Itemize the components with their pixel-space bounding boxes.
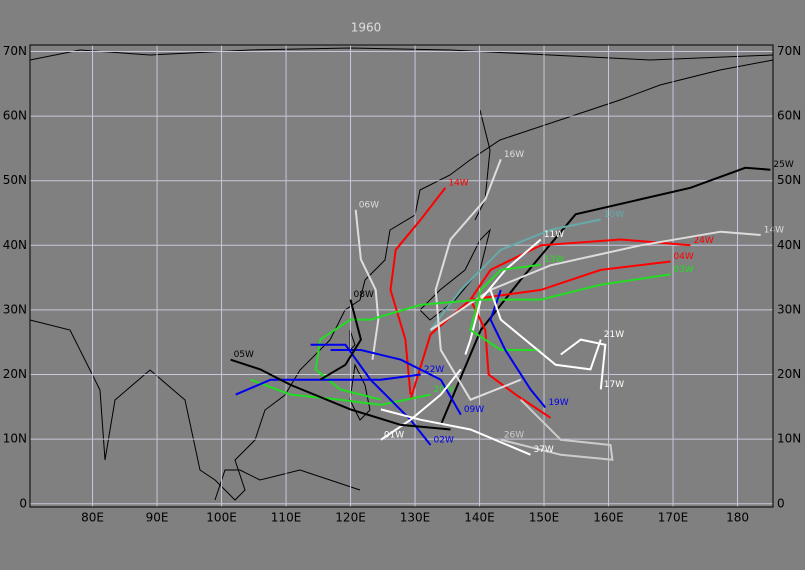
lat-label: 0 [777,496,785,510]
lat-label: 70N [777,44,801,58]
storm-label: 05W [234,350,254,360]
storm-label: 21W [604,330,624,340]
storm-track [250,378,431,406]
lat-label: 0 [19,496,27,510]
storm-label: 17W [604,380,624,390]
storm-track [500,398,614,461]
storm-track [354,209,380,360]
storm-label: 19W [548,398,568,408]
storm-label: 16W [504,150,524,160]
lat-label: 40N [777,238,801,252]
storm-track [489,289,602,371]
map-frame [29,44,774,508]
island [349,329,356,352]
storm-label: 03W [673,265,693,275]
storm-track [380,408,531,456]
storm-label: 01W [384,430,404,440]
storm-label: 14W [764,225,784,235]
storm-track [489,289,547,409]
storm-label: 08W [354,290,374,300]
storm-track [429,230,761,331]
storm-track [439,166,771,426]
storm-label: 04W [673,252,693,262]
lat-label: 30N [3,302,27,316]
storm-track [330,349,462,416]
storm-label: 22W [424,365,444,375]
storm-track [380,368,462,441]
lat-label: 60N [777,109,801,123]
storm-label: 09W [464,405,484,415]
lon-label: 130E [400,511,431,525]
lon-label: 160E [593,511,624,525]
lat-label: 20N [3,367,27,381]
storm-label: 25W [773,160,793,170]
lat-label: 60N [3,109,27,123]
storm-track [319,299,362,381]
lon-label: 180 [726,511,749,525]
storm-track [429,218,602,331]
lat-label: 10N [777,432,801,446]
storm-label: 26W [504,430,524,440]
storm-label: 06W [359,200,379,210]
storm-label: 10W [604,210,624,220]
lon-label: 90E [146,511,169,525]
storm-label: 11W [544,230,564,240]
storm-track [314,273,671,401]
storm-label: 02W [434,435,454,445]
lon-label: 150E [529,511,560,525]
coast-path [214,469,361,501]
lat-label: 30N [777,302,801,316]
storm-track [389,187,447,395]
storm-track [469,263,541,351]
storm-track [560,338,607,390]
lat-label: 50N [3,173,27,187]
lon-label: 80E [81,511,104,525]
lon-label: 110E [271,511,302,525]
storm-track [409,260,671,400]
map-title: 1960 [351,21,382,35]
storm-track [310,343,432,446]
lat-label: 20N [777,367,801,381]
storm-label: 37W [533,445,553,455]
storm-track [434,159,522,401]
storm-label: 14W [448,178,468,188]
lat-label: 50N [777,173,801,187]
lon-label: 120E [335,511,366,525]
lat-label: 70N [3,44,27,58]
storm-track [230,358,451,431]
lon-label: 100E [206,511,237,525]
storm-label: 24W [693,236,713,246]
lon-label: 140E [464,511,495,525]
lon-label: 170E [658,511,689,525]
lat-label: 40N [3,238,27,252]
storm-label: 13W [544,255,564,265]
lat-label: 10N [3,432,27,446]
